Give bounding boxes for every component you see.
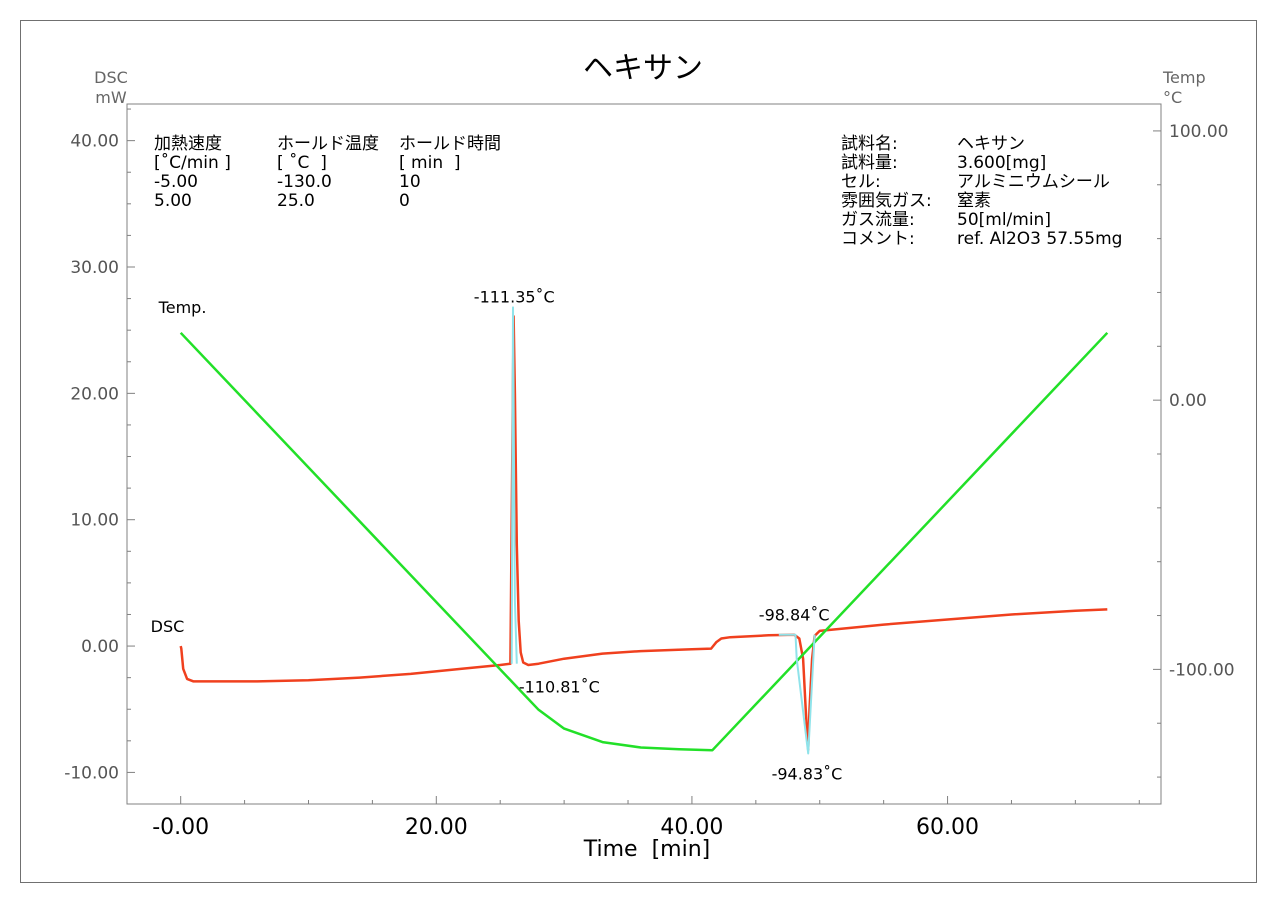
program-table: 加熱速度 ホールド温度 ホールド時間 [˚C/min ] [ ˚C ] [ mi…: [154, 134, 501, 211]
y-right-label-line2: °C: [1163, 88, 1182, 107]
program-header-hold-time: ホールド時間: [399, 134, 501, 154]
info-label-gas-flow: ガス流量:: [841, 210, 915, 230]
program-unit-hold-temp: [ ˚C ]: [277, 152, 327, 173]
program-row1-hold-temp: -130.0: [277, 172, 332, 192]
x-tick-label: 20.00: [405, 815, 468, 840]
peak-annotation-label: -94.83˚C: [772, 765, 843, 784]
chart-title: ヘキサン: [583, 51, 703, 86]
program-unit-rate: [˚C/min ]: [154, 152, 231, 173]
program-header-hold-temp: ホールド温度: [277, 134, 379, 154]
axis-ticks: [127, 108, 1161, 804]
axis-tick-labels: -0.00 20.00 40.00 60.00 40.00 30.00 20.00 10.00…: [64, 122, 1234, 840]
info-value-cell: アルミニウムシール: [957, 172, 1110, 192]
info-label-sample-mass: 試料量:: [841, 153, 898, 173]
x-tick-label: -0.00: [152, 815, 209, 840]
info-value-sample-mass: 3.600[mg]: [957, 153, 1046, 173]
program-row1-hold-time: 10: [399, 172, 421, 192]
y-left-tick-label: 30.00: [70, 258, 119, 278]
y-left-tick-label: -10.00: [64, 763, 119, 783]
info-label-cell: セル:: [841, 172, 881, 192]
curve-label-temp: Temp.: [158, 298, 207, 317]
info-label-comment: コメント:: [841, 229, 915, 249]
data-series: [179, 306, 1109, 755]
info-value-gas-flow: 50[ml/min]: [957, 210, 1051, 230]
program-row2-rate: 5.00: [154, 191, 192, 211]
curve-label-dsc: DSC: [151, 617, 185, 636]
program-row1-rate: -5.00: [154, 172, 198, 192]
info-value-comment: ref. Al2O3 57.55mg: [957, 229, 1122, 249]
info-label-atmosphere: 雰囲気ガス:: [841, 191, 932, 211]
program-unit-hold-time: [ min ]: [399, 153, 461, 173]
y-left-tick-label: 40.00: [70, 132, 119, 152]
y-left-tick-label: 10.00: [70, 511, 119, 531]
program-header-rate: 加熱速度: [154, 134, 222, 154]
y-right-tick-label: -100.00: [1169, 660, 1235, 680]
series-baseline-line: [510, 306, 816, 755]
peak-annotations: DSC Temp. -111.35˚C -110.81˚C -98.84˚C -94.83…: [151, 287, 843, 783]
peak-annotation-label: -110.81˚C: [519, 678, 600, 697]
y-left-tick-label: 0.00: [81, 637, 119, 657]
x-tick-label: 40.00: [660, 815, 723, 840]
y-left-label-line2: mW: [95, 88, 127, 107]
info-value-sample-name: ヘキサン: [957, 134, 1025, 154]
y-right-tick-label: 0.00: [1169, 391, 1207, 411]
y-left-label-line1: DSC: [94, 68, 128, 87]
series-temp-line: [179, 331, 1109, 752]
info-value-atmosphere: 窒素: [957, 191, 991, 211]
program-row2-hold-time: 0: [399, 191, 410, 211]
peak-annotation-label: -111.35˚C: [474, 287, 555, 306]
series-dsc-line: [179, 315, 1108, 751]
y-left-tick-label: 20.00: [70, 384, 119, 404]
x-tick-label: 60.00: [916, 815, 979, 840]
program-row2-hold-temp: 25.0: [277, 191, 315, 211]
sample-info: 試料名: ヘキサン 試料量: 3.600[mg] セル: アルミニウムシール 雰…: [841, 134, 1122, 249]
chart-frame: ヘキサン DSC mW Temp °C Time [min] -0.00 20.0…: [20, 20, 1257, 883]
info-label-sample-name: 試料名:: [841, 134, 898, 154]
dsc-chart: ヘキサン DSC mW Temp °C Time [min] -0.00 20.0…: [64, 51, 1234, 862]
y-right-tick-label: 100.00: [1169, 122, 1228, 142]
y-right-label-line1: Temp: [1162, 68, 1206, 87]
x-axis-label: Time [min]: [583, 837, 710, 862]
peak-annotation-label: -98.84˚C: [759, 606, 830, 625]
